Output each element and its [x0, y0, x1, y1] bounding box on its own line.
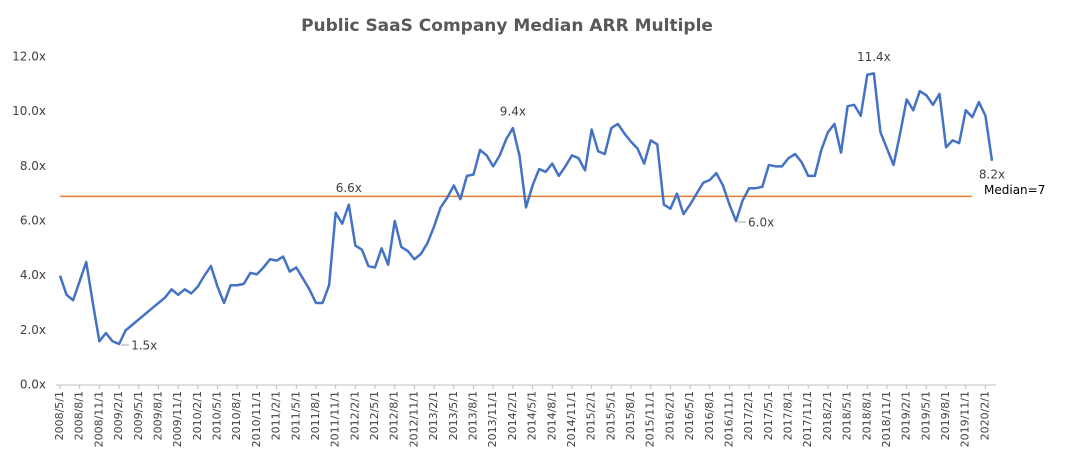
x-tick-label: 2009/5/1: [132, 391, 145, 440]
x-tick-label: 2019/2/1: [900, 391, 913, 440]
x-tick-label: 2009/2/1: [112, 391, 125, 440]
data-label: 8.2x: [979, 167, 1005, 181]
x-tick-label: 2009/11/1: [171, 391, 184, 447]
x-tick-label: 2011/2/1: [270, 391, 283, 440]
x-tick-label: 2010/2/1: [191, 391, 204, 440]
x-tick-label: 2014/2/1: [506, 391, 519, 440]
x-tick-label: 2019/8/1: [939, 391, 952, 440]
y-tick-label: 8.0x: [20, 159, 46, 173]
x-tick-label: 2015/5/1: [604, 391, 617, 440]
y-tick-label: 4.0x: [20, 268, 46, 282]
x-tick-label: 2017/5/1: [762, 391, 775, 440]
x-tick-label: 2012/11/1: [407, 391, 420, 447]
x-tick-label: 2015/8/1: [624, 391, 637, 440]
data-label: 11.4x: [857, 50, 891, 64]
x-tick-label: 2011/8/1: [309, 391, 322, 440]
y-tick-label: 0.0x: [20, 378, 46, 392]
x-tick-label: 2019/11/1: [959, 391, 972, 447]
x-tick-label: 2011/11/1: [329, 391, 342, 447]
y-tick-label: 10.0x: [12, 104, 46, 118]
x-tick-label: 2018/2/1: [821, 391, 834, 440]
x-tick-label: 2018/5/1: [841, 391, 854, 440]
x-tick-label: 2012/5/1: [368, 391, 381, 440]
x-tick-label: 2013/11/1: [486, 391, 499, 447]
series-line: [58, 72, 994, 346]
x-tick-label: 2016/8/1: [703, 391, 716, 440]
x-tick-label: 2014/8/1: [545, 391, 558, 440]
x-tick-label: 2019/5/1: [919, 391, 932, 440]
x-tick-label: 2014/5/1: [526, 391, 539, 440]
x-tick-label: 2015/11/1: [644, 391, 657, 447]
x-tick-label: 2016/5/1: [683, 391, 696, 440]
x-tick-label: 2014/11/1: [565, 391, 578, 447]
y-tick-label: 12.0x: [12, 50, 46, 64]
x-tick-label: 2017/2/1: [742, 391, 755, 440]
x-tick-label: 2012/2/1: [348, 391, 361, 440]
x-tick-label: 2011/5/1: [289, 391, 302, 440]
x-tick-label: 2012/8/1: [388, 391, 401, 440]
x-tick-label: 2018/8/1: [860, 391, 873, 440]
x-tick-label: 2016/11/1: [722, 391, 735, 447]
x-tick-label: 2017/11/1: [801, 391, 814, 447]
x-tick-label: 2013/2/1: [427, 391, 440, 440]
x-tick-label: 2013/8/1: [466, 391, 479, 440]
x-tick-label: 2010/8/1: [230, 391, 243, 440]
median-label: Median=7: [984, 183, 1045, 197]
chart-title: Public SaaS Company Median ARR Multiple: [301, 16, 713, 36]
x-tick-label: 2008/8/1: [73, 391, 86, 440]
data-label: 6.6x: [336, 181, 362, 195]
x-tick-label: 2017/8/1: [782, 391, 795, 440]
x-tick-label: 2008/11/1: [92, 391, 105, 447]
x-tick-label: 2020/2/1: [978, 391, 991, 440]
y-tick-label: 2.0x: [20, 323, 46, 337]
data-label: 9.4x: [500, 105, 526, 119]
data-label: 1.5x: [131, 339, 157, 353]
y-tick-label: 6.0x: [20, 214, 46, 228]
data-label: 6.0x: [748, 216, 774, 230]
x-tick-label: 2008/5/1: [53, 391, 66, 440]
x-tick-label: 2010/5/1: [211, 391, 224, 440]
x-tick-label: 2015/2/1: [585, 391, 598, 440]
x-tick-label: 2009/8/1: [151, 391, 164, 440]
x-tick-label: 2010/11/1: [250, 391, 263, 447]
x-tick-label: 2018/11/1: [880, 391, 893, 447]
x-tick-label: 2016/2/1: [663, 391, 676, 440]
x-tick-label: 2013/5/1: [447, 391, 460, 440]
